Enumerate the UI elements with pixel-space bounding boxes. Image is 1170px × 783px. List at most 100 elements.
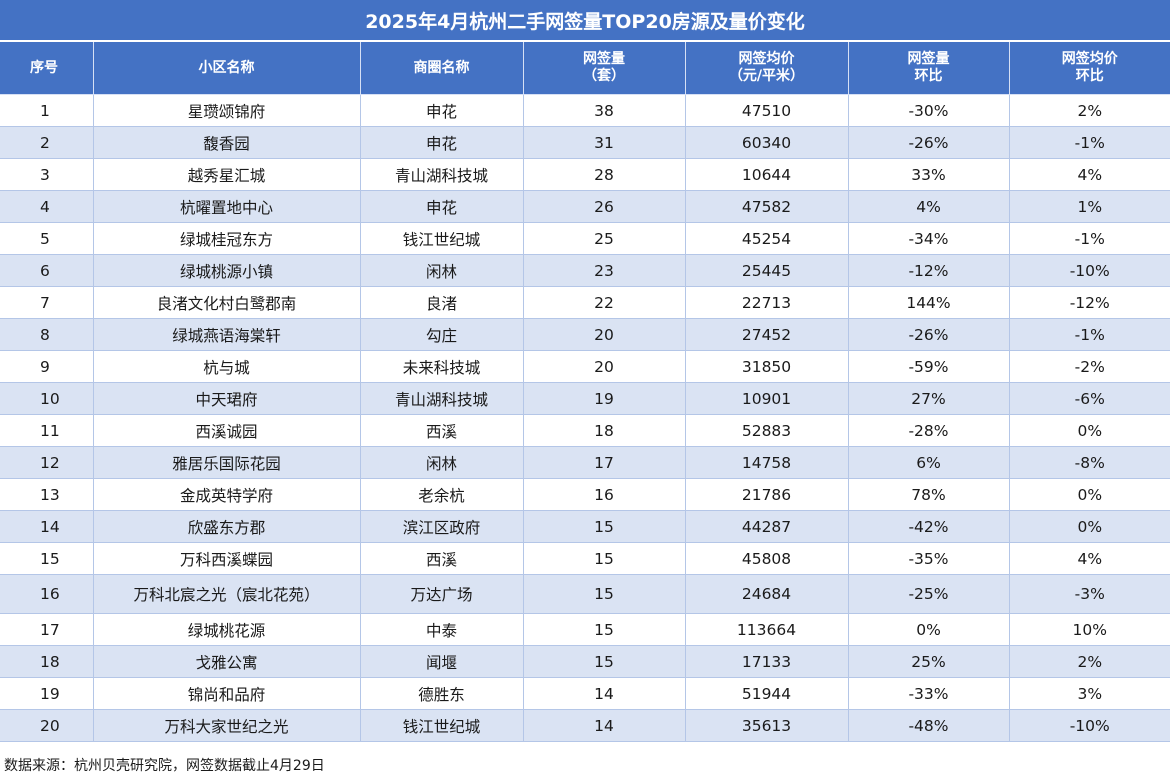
cell-volume-mom: -28% (848, 414, 1010, 447)
cell-idx: 2 (0, 126, 94, 159)
cell-price: 22713 (685, 286, 849, 319)
cell-area: 申花 (360, 94, 524, 127)
cell-price: 45808 (685, 542, 849, 575)
cell-volume: 16 (523, 478, 686, 511)
table-row: 12 雅居乐国际花园 闲林 17 14758 6% -8% (0, 446, 1170, 479)
cell-area: 良渚 (360, 286, 524, 319)
cell-idx: 10 (0, 382, 94, 415)
header-volume-mom-line1: 网签量 (907, 51, 950, 67)
cell-price: 45254 (685, 222, 849, 255)
cell-community: 杭与城 (93, 350, 361, 383)
cell-community: 良渚文化村白鹭郡南 (93, 286, 361, 319)
cell-idx: 5 (0, 222, 94, 255)
cell-volume-mom: -30% (848, 94, 1010, 127)
cell-volume-mom: -25% (848, 574, 1010, 614)
cell-price-mom: -12% (1009, 286, 1170, 319)
header-community: 小区名称 (93, 42, 361, 95)
header-volume-mom-line2: 环比 (914, 68, 943, 84)
header-price-line1: 网签均价 (738, 51, 795, 67)
cell-area: 闲林 (360, 446, 524, 479)
header-price-mom: 网签均价 环比 (1009, 42, 1170, 95)
cell-volume: 19 (523, 382, 686, 415)
cell-volume: 14 (523, 677, 686, 710)
cell-volume-mom: 0% (848, 613, 1010, 646)
data-source-note: 数据来源：杭州贝壳研究院，网签数据截止4月29日 (4, 758, 325, 774)
cell-price: 60340 (685, 126, 849, 159)
table-row: 15 万科西溪蝶园 西溪 15 45808 -35% 4% (0, 542, 1170, 575)
cell-area: 德胜东 (360, 677, 524, 710)
cell-volume-mom: -26% (848, 318, 1010, 351)
header-row: 序号 小区名称 商圈名称 网签量 （套） 网签均价 （元/平米） 网签量 环比 … (0, 42, 1170, 95)
cell-price: 47510 (685, 94, 849, 127)
cell-idx: 7 (0, 286, 94, 319)
cell-volume: 38 (523, 94, 686, 127)
table-row: 3 越秀星汇城 青山湖科技城 28 10644 33% 4% (0, 158, 1170, 191)
cell-community: 绿城桃源小镇 (93, 254, 361, 287)
table-title: 2025年4月杭州二手网签量TOP20房源及量价变化 (0, 0, 1170, 42)
table-row: 1 星瓒颂锦府 申花 38 47510 -30% 2% (0, 94, 1170, 127)
cell-community: 戈雅公寓 (93, 645, 361, 678)
table-row: 5 绿城桂冠东方 钱江世纪城 25 45254 -34% -1% (0, 222, 1170, 255)
cell-volume: 20 (523, 350, 686, 383)
cell-area: 勾庄 (360, 318, 524, 351)
cell-price-mom: -2% (1009, 350, 1170, 383)
table-row: 8 绿城燕语海棠轩 勾庄 20 27452 -26% -1% (0, 318, 1170, 351)
cell-volume: 26 (523, 190, 686, 223)
cell-volume-mom: -59% (848, 350, 1010, 383)
cell-idx: 18 (0, 645, 94, 678)
table-row: 20 万科大家世纪之光 钱江世纪城 14 35613 -48% -10% (0, 709, 1170, 742)
table-row: 17 绿城桃花源 中泰 15 113664 0% 10% (0, 613, 1170, 646)
ranking-table: 序号 小区名称 商圈名称 网签量 （套） 网签均价 （元/平米） 网签量 环比 … (0, 42, 1170, 742)
cell-price: 10901 (685, 382, 849, 415)
cell-community: 馥香园 (93, 126, 361, 159)
cell-price-mom: 4% (1009, 542, 1170, 575)
cell-volume-mom: -48% (848, 709, 1010, 742)
cell-price: 44287 (685, 510, 849, 543)
cell-volume-mom: -35% (848, 542, 1010, 575)
cell-area: 青山湖科技城 (360, 158, 524, 191)
cell-price: 21786 (685, 478, 849, 511)
cell-area: 西溪 (360, 414, 524, 447)
cell-volume: 15 (523, 613, 686, 646)
header-price: 网签均价 （元/平米） (685, 42, 849, 95)
cell-price-mom: -8% (1009, 446, 1170, 479)
cell-community: 锦尚和品府 (93, 677, 361, 710)
cell-idx: 8 (0, 318, 94, 351)
cell-price-mom: -3% (1009, 574, 1170, 614)
cell-price-mom: -10% (1009, 254, 1170, 287)
header-price-line2: （元/平米） (728, 68, 805, 84)
table-row: 11 西溪诚园 西溪 18 52883 -28% 0% (0, 414, 1170, 447)
cell-price-mom: -6% (1009, 382, 1170, 415)
cell-community: 绿城桃花源 (93, 613, 361, 646)
table-row: 4 杭曜置地中心 申花 26 47582 4% 1% (0, 190, 1170, 223)
header-idx: 序号 (0, 42, 94, 95)
cell-volume-mom: -26% (848, 126, 1010, 159)
table-row: 19 锦尚和品府 德胜东 14 51944 -33% 3% (0, 677, 1170, 710)
header-area: 商圈名称 (360, 42, 524, 95)
cell-volume-mom: 33% (848, 158, 1010, 191)
cell-volume-mom: 78% (848, 478, 1010, 511)
cell-community: 绿城桂冠东方 (93, 222, 361, 255)
cell-price-mom: 3% (1009, 677, 1170, 710)
cell-price-mom: 1% (1009, 190, 1170, 223)
cell-community: 万科北宸之光（宸北花苑） (93, 574, 361, 614)
cell-idx: 11 (0, 414, 94, 447)
cell-price: 25445 (685, 254, 849, 287)
cell-community: 金成英特学府 (93, 478, 361, 511)
cell-community: 杭曜置地中心 (93, 190, 361, 223)
cell-community: 星瓒颂锦府 (93, 94, 361, 127)
cell-idx: 1 (0, 94, 94, 127)
cell-volume-mom: 27% (848, 382, 1010, 415)
header-volume: 网签量 （套） (523, 42, 686, 95)
cell-community: 越秀星汇城 (93, 158, 361, 191)
cell-volume: 15 (523, 510, 686, 543)
cell-volume: 18 (523, 414, 686, 447)
cell-area: 万达广场 (360, 574, 524, 614)
table-row: 2 馥香园 申花 31 60340 -26% -1% (0, 126, 1170, 159)
table-row: 9 杭与城 未来科技城 20 31850 -59% -2% (0, 350, 1170, 383)
cell-volume: 20 (523, 318, 686, 351)
cell-area: 西溪 (360, 542, 524, 575)
cell-volume: 22 (523, 286, 686, 319)
cell-price-mom: 2% (1009, 94, 1170, 127)
cell-price: 24684 (685, 574, 849, 614)
